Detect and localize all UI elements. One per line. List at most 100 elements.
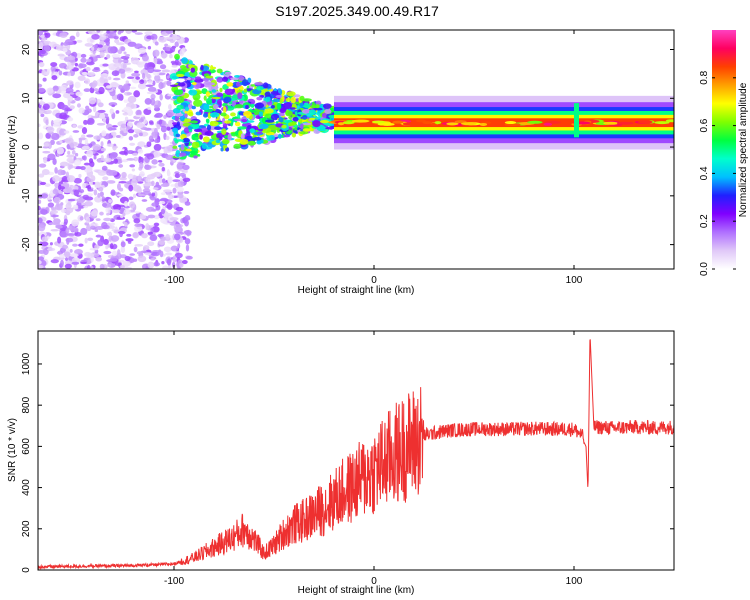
heatmap-cell — [175, 206, 184, 212]
heatmap-cell — [50, 259, 59, 264]
heatmap-cell — [59, 128, 67, 136]
heatmap-cell — [199, 134, 203, 140]
heatmap-cell — [76, 39, 83, 43]
heatmap-cell — [129, 142, 136, 146]
heatmap-cell — [148, 135, 154, 143]
heatmap-cell — [182, 164, 190, 171]
heatmap-cell — [173, 211, 182, 215]
heatmap-cell — [215, 139, 221, 144]
heatmap-cell — [265, 96, 271, 103]
heatmap-cell — [72, 124, 77, 128]
heatmap-cell — [308, 109, 316, 116]
heatmap-cell — [128, 184, 134, 192]
heatmap-cell — [180, 144, 185, 151]
heatmap-cell — [290, 96, 296, 104]
heatmap-cell — [665, 119, 674, 123]
heatmap-cell — [174, 139, 179, 144]
heatmap-cell — [172, 179, 181, 183]
heatmap-cell — [234, 104, 244, 109]
heatmap-cell — [90, 225, 96, 230]
heatmap-cell — [422, 121, 432, 125]
heatmap-cell — [120, 241, 126, 248]
heatmap-cell — [277, 133, 282, 139]
colorbar-tick-label: 0.6 — [699, 118, 710, 132]
heatmap-cell — [174, 53, 180, 60]
heatmap-cell — [78, 173, 82, 178]
figure-title: S197.2025.349.00.49.R17 — [275, 3, 439, 19]
colorbar-gradient — [712, 30, 736, 269]
heatmap-cell — [70, 185, 79, 191]
heatmap-cell — [145, 252, 152, 256]
heatmap-cell — [247, 140, 256, 146]
heatmap-cell — [108, 199, 112, 203]
snr-frame — [37, 330, 675, 571]
colorbar-tick-label: 0.2 — [699, 214, 710, 228]
heatmap-cell — [115, 134, 121, 138]
heatmap-cell — [202, 113, 208, 118]
heatmap-cell — [90, 210, 98, 217]
heatmap-cell — [147, 214, 156, 219]
heatmap-band — [334, 118, 674, 128]
heatmap-cell — [38, 205, 41, 211]
heatmap-cell — [95, 256, 103, 262]
heatmap-cell — [94, 244, 100, 250]
heatmap-cell — [90, 175, 96, 182]
heatmap-cell — [65, 171, 70, 178]
heatmap-cell — [139, 171, 145, 178]
heatmap-cell — [131, 72, 141, 77]
heatmap-cell — [147, 261, 155, 269]
heatmap-cell — [43, 40, 51, 44]
heatmap-cell — [78, 63, 87, 69]
heatmap-cell — [83, 165, 93, 173]
heatmap-cell — [83, 119, 88, 125]
heatmap-cell — [603, 121, 619, 125]
heatmap-cell — [142, 119, 148, 125]
snr-ytick-label: 1000 — [21, 352, 32, 375]
heatmap-cell — [93, 66, 100, 70]
heatmap-cell — [130, 86, 137, 90]
heatmap-cell — [74, 81, 81, 89]
heatmap-cell — [125, 80, 130, 84]
heatmap-cell — [95, 218, 101, 221]
heatmap-cell — [77, 125, 84, 129]
heatmap-cell — [123, 106, 132, 113]
heatmap-cell — [181, 47, 186, 54]
heatmap-cell — [66, 65, 75, 70]
heatmap-cell — [278, 112, 285, 117]
heatmap-cell — [165, 36, 173, 40]
heatmap-cell — [238, 75, 245, 81]
heatmap-cell — [233, 143, 241, 149]
heatmap-cell — [59, 62, 67, 69]
heatmap-cell — [59, 161, 69, 167]
heatmap-cell — [165, 233, 170, 240]
heatmap-cell — [216, 76, 224, 83]
heatmap-cell — [133, 211, 140, 214]
heatmap-cell — [59, 32, 68, 38]
heatmap-cell — [150, 180, 155, 187]
heatmap-cell — [89, 247, 99, 251]
heatmap-cell — [161, 265, 170, 269]
heatmap-cell — [181, 259, 188, 265]
heatmap-cell — [184, 113, 188, 118]
heatmap-cell — [143, 108, 152, 116]
heatmap-cell — [57, 236, 62, 244]
heatmap-cell — [60, 104, 69, 111]
heatmap-cell — [166, 109, 176, 117]
heatmap-cell — [55, 68, 60, 72]
heatmap-cell — [66, 154, 75, 158]
heatmap-cell — [122, 261, 131, 267]
heatmap-cell — [93, 135, 102, 140]
heatmap-cell — [171, 122, 179, 125]
heatmap-cell — [38, 224, 46, 232]
heatmap-cell — [139, 214, 147, 220]
heatmap-cell — [415, 119, 426, 123]
heatmap-cell — [89, 181, 93, 185]
heatmap-cell — [113, 77, 121, 81]
heatmap-cell — [167, 194, 175, 200]
heatmap-cell — [123, 208, 131, 215]
heatmap-cell — [86, 264, 91, 269]
heatmap-cell — [170, 60, 177, 64]
heatmap-cell — [38, 83, 43, 88]
heatmap-cell — [233, 118, 244, 122]
